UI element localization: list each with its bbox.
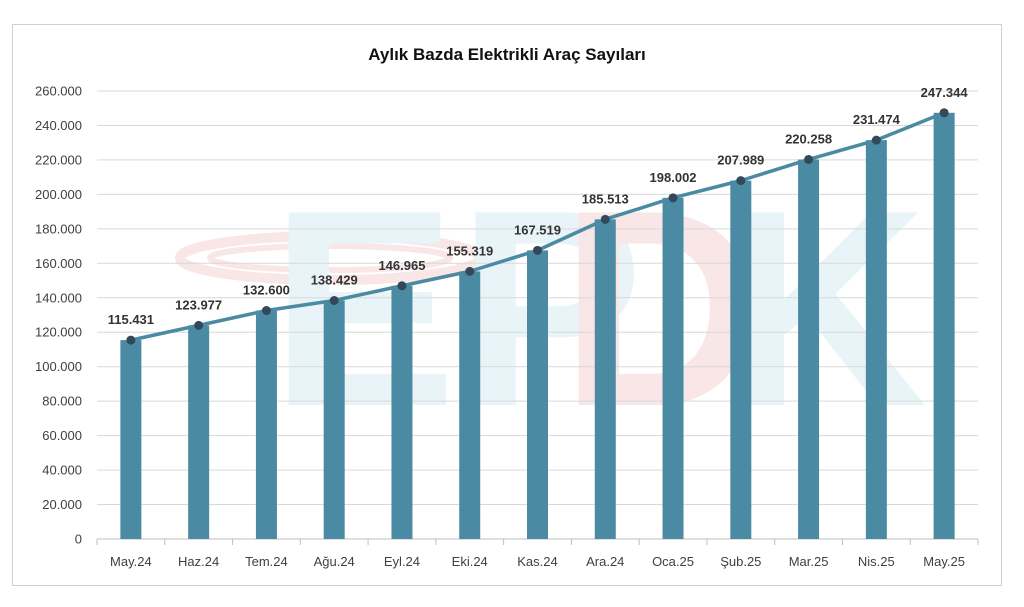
- y-tick-label: 80.000: [42, 394, 82, 409]
- x-tick-label: Kas.24: [517, 554, 557, 569]
- data-label: 231.474: [853, 112, 901, 127]
- y-tick-label: 140.000: [35, 290, 82, 305]
- y-tick-label: 180.000: [35, 221, 82, 236]
- bar: [594, 219, 616, 539]
- bar: [662, 197, 684, 539]
- line-marker: [261, 306, 271, 316]
- data-label: 155.319: [446, 243, 493, 258]
- data-label: 138.429: [311, 272, 358, 287]
- bar: [798, 159, 820, 539]
- bar: [323, 300, 345, 539]
- line-marker: [465, 266, 475, 276]
- data-label: 123.977: [175, 297, 222, 312]
- y-tick-label: 160.000: [35, 256, 82, 271]
- y-tick-label: 200.000: [35, 187, 82, 202]
- x-tick-label: Ara.24: [586, 554, 624, 569]
- bar: [933, 112, 955, 540]
- watermark-letter-d: D: [560, 153, 762, 465]
- bar: [255, 310, 277, 539]
- epdk-watermark-logo: EP D K: [175, 153, 927, 465]
- x-tick-label: May.24: [110, 554, 152, 569]
- y-tick-label: 220.000: [35, 152, 82, 167]
- x-tick-label: Haz.24: [178, 554, 219, 569]
- bar: [730, 180, 752, 539]
- bar: [188, 325, 210, 539]
- x-tick-label: May.25: [923, 554, 965, 569]
- bar: [527, 250, 548, 540]
- x-tick-label: Ağu.24: [314, 554, 355, 569]
- line-marker: [194, 320, 204, 330]
- line-marker: [600, 214, 610, 224]
- bar: [391, 285, 413, 539]
- y-tick-label: 260.000: [35, 84, 82, 99]
- chart-frame: Aylık Bazda Elektrikli Araç Sayıları: [12, 24, 1002, 586]
- watermark-letter-k: K: [725, 153, 927, 465]
- bar: [459, 271, 481, 539]
- line-marker: [871, 135, 881, 145]
- chart-title: Aylık Bazda Elektrikli Araç Sayıları: [368, 45, 646, 64]
- x-tick-label: Eki.24: [452, 554, 488, 569]
- line-marker: [533, 245, 542, 255]
- data-label: 167.519: [514, 222, 561, 237]
- y-tick-label: 40.000: [42, 463, 82, 478]
- data-label: 146.965: [378, 258, 425, 273]
- line-marker: [329, 295, 339, 305]
- y-tick-label: 0: [75, 532, 82, 547]
- data-label: 132.600: [243, 283, 290, 298]
- line-marker: [668, 193, 678, 203]
- line-marker: [804, 154, 814, 164]
- y-tick-label: 240.000: [35, 118, 82, 133]
- data-label: 198.002: [650, 170, 697, 185]
- bar: [865, 140, 887, 539]
- data-label: 220.258: [785, 131, 832, 146]
- data-label: 185.513: [582, 191, 629, 206]
- line-marker: [126, 335, 136, 345]
- x-tick-label: Mar.25: [789, 554, 829, 569]
- x-tick-label: Tem.24: [245, 554, 288, 569]
- y-tick-label: 100.000: [35, 359, 82, 374]
- x-tick-label: Oca.25: [652, 554, 694, 569]
- y-tick-label: 20.000: [42, 497, 82, 512]
- x-tick-label: Eyl.24: [384, 554, 420, 569]
- y-tick-label: 120.000: [35, 325, 82, 340]
- bar: [120, 340, 142, 539]
- data-label: 247.344: [921, 85, 969, 100]
- line-marker: [939, 108, 949, 118]
- line-marker: [736, 176, 746, 186]
- line-marker: [397, 281, 407, 291]
- data-label: 207.989: [717, 153, 764, 168]
- data-label: 115.431: [108, 312, 154, 327]
- y-tick-label: 60.000: [42, 428, 82, 443]
- x-tick-label: Şub.25: [720, 554, 761, 569]
- x-tick-label: Nis.25: [858, 554, 895, 569]
